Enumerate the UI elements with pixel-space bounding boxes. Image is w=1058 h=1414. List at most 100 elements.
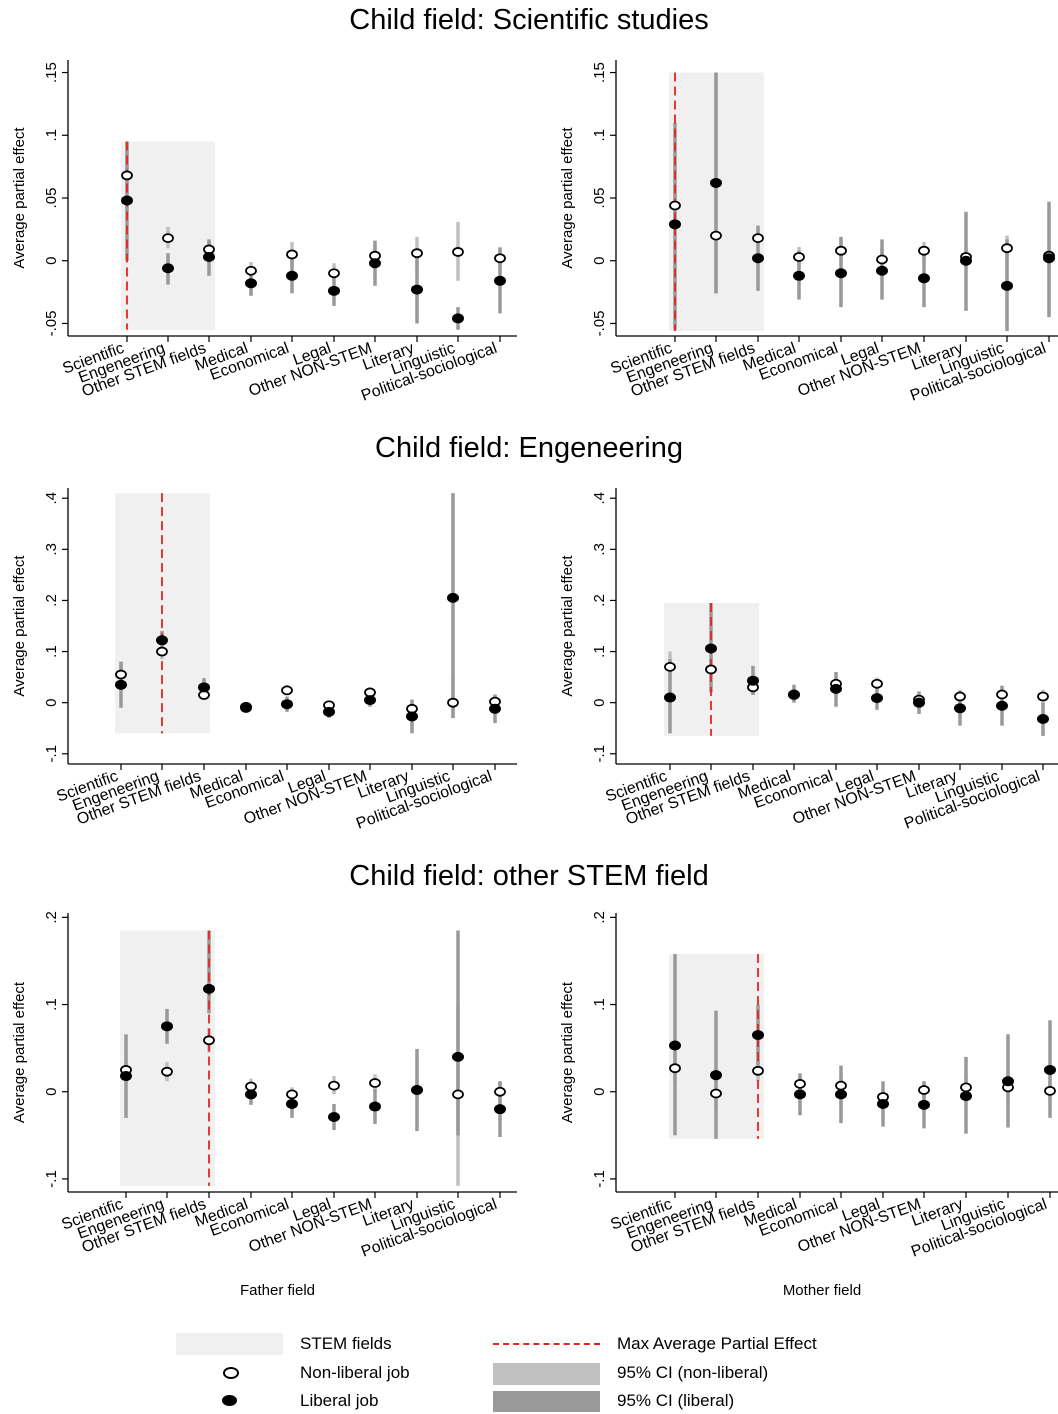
point-liberal	[960, 1091, 972, 1102]
point-nonliberal	[156, 646, 168, 657]
y-tick-label: .2	[591, 594, 608, 607]
point-liberal	[411, 1084, 423, 1095]
y-axis-label: Average partial effect	[11, 555, 28, 697]
y-tick-label: -.05	[591, 311, 608, 337]
point-liberal	[954, 703, 966, 714]
point-nonliberal	[1001, 243, 1013, 254]
y-axis-label: Average partial effect	[11, 981, 28, 1123]
point-liberal	[406, 711, 418, 722]
point-nonliberal	[245, 1081, 257, 1092]
point-liberal	[245, 1089, 257, 1100]
legend-nonliberal-label: Non-liberal job	[300, 1363, 410, 1382]
point-liberal	[203, 251, 215, 262]
point-liberal	[452, 313, 464, 324]
legend-ci-nonliberal-swatch	[493, 1363, 600, 1385]
point-liberal	[664, 692, 676, 703]
point-nonliberal	[918, 1085, 930, 1095]
y-tick-label: 0	[591, 698, 608, 706]
y-tick-label: .15	[43, 62, 60, 83]
x-axis-label: Father field	[240, 1282, 315, 1299]
y-axis-label: Average partial effect	[559, 981, 576, 1123]
point-liberal	[918, 273, 930, 284]
y-tick-label: -.1	[43, 745, 60, 763]
point-liberal	[369, 1101, 381, 1112]
point-nonliberal	[996, 689, 1008, 700]
point-nonliberal	[752, 233, 764, 244]
point-nonliberal	[960, 1082, 972, 1093]
point-liberal	[669, 1040, 681, 1051]
y-tick-label: -.1	[43, 1170, 60, 1188]
point-liberal	[918, 1099, 930, 1110]
legend-max-line-swatch	[493, 1343, 600, 1345]
point-nonliberal	[162, 233, 174, 244]
y-tick-label: .4	[43, 492, 60, 505]
point-liberal	[1002, 1076, 1014, 1087]
legend-filled-marker-icon	[222, 1395, 237, 1406]
point-liberal	[710, 1070, 722, 1081]
point-liberal	[281, 699, 293, 710]
point-nonliberal	[286, 249, 298, 260]
point-liberal	[328, 285, 340, 296]
legend-ci-liberal-swatch	[493, 1391, 600, 1412]
legend-stem-label: STEM fields	[300, 1334, 392, 1353]
point-liberal	[121, 195, 133, 206]
y-tick-label: 0	[43, 1088, 60, 1096]
point-nonliberal	[705, 664, 717, 675]
point-nonliberal	[835, 245, 847, 256]
y-axis-label: Average partial effect	[559, 127, 576, 269]
point-liberal	[286, 270, 298, 281]
y-tick-label: .1	[43, 645, 60, 658]
point-liberal	[1001, 280, 1013, 291]
point-nonliberal	[669, 200, 681, 211]
point-liberal	[835, 268, 847, 279]
point-liberal	[1043, 253, 1055, 264]
point-nonliberal	[494, 253, 506, 264]
point-nonliberal	[918, 245, 930, 256]
point-liberal	[494, 1104, 506, 1115]
point-nonliberal	[286, 1089, 298, 1100]
y-tick-label: .4	[591, 492, 608, 505]
point-nonliberal	[664, 661, 676, 672]
y-tick-label: .1	[591, 129, 608, 142]
point-nonliberal	[752, 1065, 764, 1076]
point-liberal	[286, 1098, 298, 1109]
point-liberal	[877, 1098, 889, 1109]
point-liberal	[830, 683, 842, 694]
y-tick-label: -.1	[591, 745, 608, 763]
y-tick-label: .1	[43, 129, 60, 142]
point-liberal	[710, 177, 722, 188]
point-nonliberal	[1044, 1085, 1056, 1096]
y-tick-label: -.05	[43, 311, 60, 337]
legend-ci-nonliberal-label: 95% CI (non-liberal)	[617, 1363, 769, 1382]
y-tick-label: -.1	[591, 1170, 608, 1188]
y-tick-label: .2	[591, 911, 608, 924]
point-liberal	[156, 635, 168, 646]
point-nonliberal	[452, 247, 464, 257]
x-axis-label: Mother field	[783, 1282, 861, 1299]
point-liberal	[669, 219, 681, 230]
point-nonliberal	[161, 1066, 173, 1077]
y-tick-label: .1	[43, 998, 60, 1011]
point-nonliberal	[115, 669, 127, 680]
point-nonliberal	[871, 678, 883, 689]
point-liberal	[115, 679, 127, 690]
y-tick-label: .2	[43, 594, 60, 607]
legend-ci-liberal-label: 95% CI (liberal)	[617, 1391, 735, 1410]
y-tick-label: .15	[591, 62, 608, 83]
y-tick-label: .3	[591, 543, 608, 556]
point-liberal	[411, 284, 423, 295]
point-nonliberal	[203, 1035, 215, 1046]
point-liberal	[489, 703, 501, 714]
point-liberal	[705, 643, 717, 654]
y-tick-label: .1	[591, 645, 608, 658]
point-liberal	[1037, 714, 1049, 725]
point-nonliberal	[281, 685, 293, 696]
point-liberal	[161, 1021, 173, 1032]
point-nonliberal	[835, 1080, 847, 1091]
y-tick-label: 0	[43, 698, 60, 706]
point-liberal	[788, 689, 800, 700]
